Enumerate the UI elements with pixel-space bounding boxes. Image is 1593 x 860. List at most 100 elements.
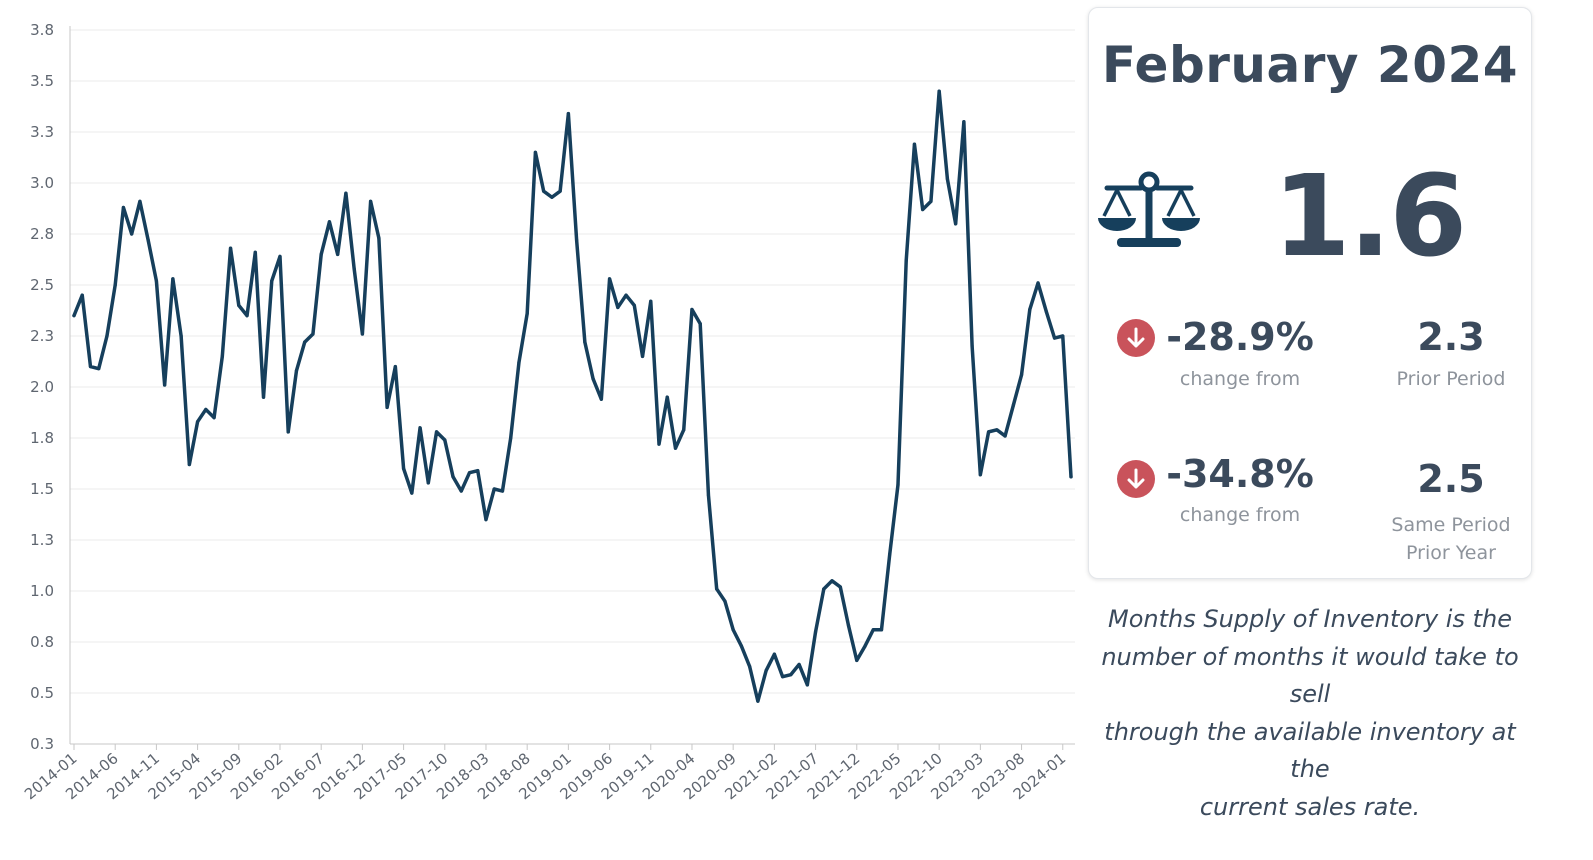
- y-tick-label: 1.8: [30, 429, 54, 447]
- data-point: [937, 89, 941, 93]
- y-tick-label: 2.8: [30, 225, 54, 243]
- data-point: [237, 303, 241, 307]
- period-title: February 2024: [1101, 36, 1519, 94]
- data-point: [451, 475, 455, 479]
- data-point: [270, 279, 274, 283]
- data-point: [517, 360, 521, 365]
- data-point: [838, 585, 842, 589]
- data-point: [344, 191, 348, 195]
- data-point: [682, 428, 686, 432]
- data-point: [1052, 336, 1057, 340]
- data-point: [311, 332, 315, 336]
- data-point: [962, 120, 966, 124]
- data-point: [599, 397, 603, 401]
- data-series: [72, 89, 1073, 703]
- data-point: [805, 683, 809, 687]
- y-tick-label: 1.3: [30, 531, 54, 549]
- summary-card: February 2024 1.6 -28.9% change from 2.3…: [1088, 7, 1532, 579]
- data-point: [731, 628, 735, 632]
- y-tick-label: 0.5: [30, 684, 54, 702]
- data-point: [954, 222, 958, 226]
- data-point: [484, 518, 488, 522]
- data-point: [1069, 475, 1073, 479]
- y-tick-label: 2.3: [30, 327, 54, 345]
- data-point: [253, 250, 257, 254]
- data-point: [228, 246, 233, 250]
- data-point: [179, 334, 183, 338]
- data-point: [212, 416, 216, 420]
- y-tick-label: 1.0: [30, 582, 54, 600]
- data-point: [591, 377, 595, 381]
- same-period-value: 2.5: [1417, 457, 1485, 501]
- data-point: [163, 383, 167, 387]
- data-point: [575, 238, 579, 242]
- months-supply-value: 1.6: [1272, 152, 1467, 282]
- data-point: [690, 307, 694, 312]
- data-point: [80, 293, 84, 297]
- data-point: [673, 446, 678, 450]
- data-point: [781, 675, 785, 679]
- data-point: [113, 283, 117, 287]
- data-point: [467, 471, 472, 475]
- data-point: [426, 481, 430, 485]
- data-point: [105, 334, 109, 338]
- arrow-down-circle-icon: [1117, 460, 1155, 498]
- data-point: [987, 430, 991, 434]
- data-point: [401, 467, 406, 471]
- data-point: [1044, 309, 1048, 314]
- data-point: [888, 552, 892, 556]
- data-point: [583, 340, 587, 344]
- data-point: [278, 254, 282, 259]
- y-tick-label: 0.3: [30, 735, 54, 753]
- data-point: [748, 664, 752, 669]
- data-point: [855, 658, 859, 662]
- balance-scale-icon: [1098, 171, 1200, 247]
- data-point: [846, 624, 851, 628]
- data-point: [319, 252, 323, 256]
- data-point: [649, 299, 653, 303]
- data-point: [443, 438, 447, 442]
- data-point: [640, 354, 645, 358]
- data-point: [434, 430, 439, 434]
- data-point: [138, 199, 142, 203]
- data-point: [121, 205, 126, 210]
- data-point: [336, 252, 340, 256]
- data-point: [286, 430, 290, 434]
- y-tick-label: 3.5: [30, 72, 54, 90]
- data-point: [533, 150, 538, 154]
- same-period-change-label: change from: [1179, 504, 1301, 526]
- data-point: [879, 628, 884, 632]
- data-point: [616, 305, 620, 310]
- data-point: [772, 652, 776, 656]
- data-point: [171, 277, 175, 281]
- arrow-down-circle-icon: [1117, 319, 1155, 357]
- data-point: [220, 354, 224, 358]
- series-line: [72, 89, 1073, 703]
- data-point: [476, 469, 480, 473]
- y-tick-label: 3.8: [30, 21, 54, 39]
- data-point: [146, 238, 150, 242]
- data-point: [723, 599, 727, 603]
- data-point: [459, 489, 463, 493]
- data-point: [88, 365, 93, 369]
- x-tick-labels: 2014-012014-062014-112015-042015-092016-…: [21, 749, 1069, 803]
- same-period-change-percent: -34.8%: [1166, 452, 1314, 496]
- data-point: [377, 236, 381, 240]
- data-point: [97, 367, 101, 371]
- data-point: [871, 628, 875, 632]
- data-point: [245, 314, 249, 318]
- data-point: [410, 491, 414, 495]
- data-point: [500, 489, 505, 493]
- data-point: [130, 232, 134, 236]
- data-point: [72, 314, 76, 318]
- data-point: [261, 395, 266, 399]
- data-point: [863, 644, 867, 648]
- data-point: [797, 662, 801, 667]
- data-point: [978, 473, 982, 477]
- data-point: [492, 487, 496, 491]
- data-point: [764, 668, 768, 673]
- data-point: [789, 673, 793, 677]
- data-point: [1011, 403, 1015, 407]
- data-point: [360, 332, 364, 336]
- data-point: [204, 407, 208, 412]
